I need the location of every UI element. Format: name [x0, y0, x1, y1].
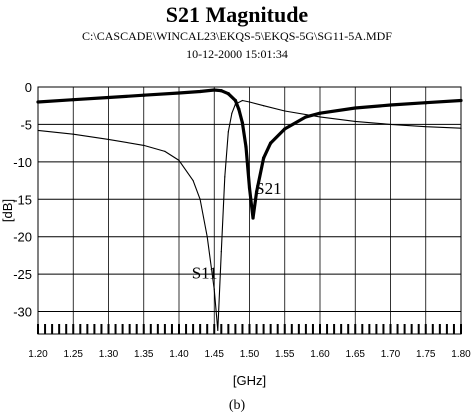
- x-tick-label: 1.70: [381, 349, 401, 360]
- data-point-s11: [460, 127, 462, 129]
- y-tick-label: -5: [20, 117, 32, 132]
- data-point-s21: [237, 107, 241, 112]
- annotations: S21 S11: [192, 179, 282, 283]
- data-point-s21: [226, 92, 230, 96]
- data-point-s21: [233, 98, 237, 103]
- data-point-s21: [318, 111, 322, 115]
- data-point-s21: [459, 98, 463, 103]
- chart-title: S21 Magnitude: [165, 2, 309, 27]
- data-point-s11: [164, 150, 166, 152]
- data-point-s21: [36, 100, 40, 104]
- y-tick-label: -20: [13, 230, 32, 245]
- y-tick-label: -15: [13, 192, 32, 207]
- data-point-s11: [224, 176, 226, 178]
- data-point-s11: [241, 99, 244, 102]
- data-point-s21: [247, 186, 252, 190]
- x-tick-label: 1.45: [205, 349, 225, 360]
- annotation-s11: S11: [192, 264, 218, 283]
- data-point-s21: [283, 127, 287, 131]
- data-point-s21: [353, 106, 357, 110]
- data-point-s11: [220, 251, 222, 253]
- x-tick-label: 1.30: [99, 349, 119, 360]
- data-point-s11: [319, 116, 321, 118]
- y-tick-label: -30: [13, 305, 32, 320]
- data-point-s11: [248, 101, 251, 103]
- data-point-s11: [217, 329, 219, 331]
- data-point-s21: [254, 190, 259, 194]
- data-point-s21: [71, 98, 75, 102]
- x-tick-label: 1.20: [28, 349, 48, 360]
- x-tick-label: 1.55: [275, 349, 295, 360]
- data-point-s11: [206, 236, 208, 238]
- data-point-s21: [304, 115, 308, 119]
- data-point-s21: [262, 156, 266, 160]
- data-point-s11: [227, 131, 229, 133]
- data-point-s21: [240, 121, 245, 125]
- y-tick-label: -10: [13, 155, 32, 170]
- data-point-s21: [212, 88, 216, 92]
- data-point-s11: [192, 179, 194, 182]
- x-tick-label: 1.65: [346, 349, 366, 360]
- data-point-s11: [37, 129, 39, 132]
- x-tick-label: 1.60: [310, 349, 330, 360]
- x-tick-label: 1.25: [64, 349, 84, 360]
- y-tick-label: 0: [25, 80, 32, 95]
- figure-caption: (b): [229, 398, 246, 413]
- data-point-s21: [251, 216, 255, 220]
- data-point-s11: [284, 110, 286, 112]
- y-axis-label: [dB]: [0, 199, 15, 222]
- x-tick-label: 1.35: [134, 349, 154, 360]
- annotation-s21: S21: [255, 179, 281, 198]
- data-point-s11: [213, 288, 215, 290]
- y-tick-label: -25: [13, 267, 32, 282]
- data-point-s11: [234, 103, 236, 105]
- data-point-s21: [219, 89, 223, 93]
- data-point-s21: [244, 145, 248, 149]
- data-point-s11: [425, 126, 427, 128]
- data-point-s21: [424, 101, 428, 105]
- data-point-s11: [143, 144, 145, 146]
- x-axis-label: [GHz]: [233, 373, 266, 388]
- data-point-s21: [269, 141, 273, 145]
- data-point-s21: [198, 89, 202, 94]
- data-point-s11: [178, 159, 180, 161]
- bottom-tick-marks: [37, 324, 462, 334]
- data-point-s21: [142, 93, 146, 97]
- x-tick-label: 1.80: [451, 349, 471, 360]
- data-point-s21: [106, 95, 111, 100]
- data-point-s11: [199, 198, 201, 200]
- y-tick-labels: 0 -5 -10 -15 -20 -25 -30: [13, 80, 32, 320]
- x-tick-label: 1.75: [416, 349, 436, 360]
- data-point-s11: [354, 120, 356, 123]
- series-lines: [36, 88, 463, 331]
- data-point-s21: [388, 103, 393, 107]
- data-point-s11: [72, 133, 74, 135]
- data-point-s21: [177, 91, 181, 95]
- chart-subtitle: C:\CASCADE\WINCAL23\EKQS-5\EKQS-5G\SG11-…: [82, 29, 392, 43]
- x-tick-labels: 1.20 1.25 1.30 1.35 1.40 1.45 1.50 1.55 1.60 1.65…: [28, 349, 471, 360]
- data-point-s11: [389, 123, 392, 126]
- x-tick-label: 1.40: [169, 349, 189, 360]
- chart-date: 10-12-2000 15:01:34: [186, 47, 288, 61]
- data-point-s11: [263, 105, 265, 107]
- data-point-s11: [231, 112, 233, 114]
- data-point-s11: [107, 138, 110, 140]
- x-tick-label: 1.50: [240, 349, 260, 360]
